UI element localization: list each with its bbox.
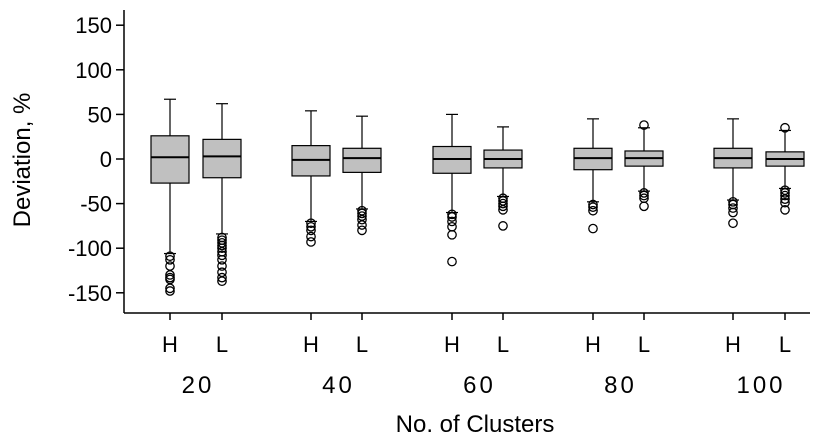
outlier-point (165, 286, 175, 296)
outlier-point (306, 225, 316, 236)
outlier-point (728, 218, 738, 229)
outlier-point (217, 250, 227, 261)
box-20-L (202, 103, 242, 287)
outlier-point (165, 283, 175, 294)
box-100-L (765, 122, 805, 215)
outlier-point (639, 190, 649, 201)
y-tick-label: 100 (75, 58, 112, 83)
group-label: 60 (463, 372, 496, 399)
y-tick-label: 50 (88, 102, 112, 127)
outlier-point (217, 261, 227, 271)
outlier-point (357, 225, 367, 236)
group-label: 80 (604, 372, 637, 399)
subcategory-label: H (585, 332, 601, 357)
outlier-point (498, 204, 508, 215)
outlier-point (447, 216, 457, 227)
box-80-L (624, 120, 664, 212)
box-20-H (150, 98, 190, 296)
outlier-point (165, 254, 175, 265)
iqr-box (202, 138, 242, 179)
y-axis-ticks: -150 -100 -50 0 50 100 150 (68, 13, 124, 306)
outlier-point (498, 201, 508, 212)
outlier-point (588, 205, 598, 216)
outlier-point (357, 220, 367, 230)
outlier-point (217, 254, 227, 265)
outlier-point (165, 270, 175, 280)
subcategory-label: L (356, 332, 368, 357)
subcategory-label: L (638, 332, 650, 357)
outlier-point (639, 201, 649, 212)
y-tick-label: 0 (100, 147, 112, 172)
x-axis-labels: H L H L H L H L H L20 40 60 80 100 (162, 313, 791, 399)
outlier-point (639, 120, 649, 130)
outlier-point (780, 122, 790, 133)
group-label: 100 (736, 372, 785, 399)
outlier-point (780, 190, 790, 201)
outlier-point (780, 194, 790, 204)
outlier-point (447, 221, 457, 232)
outlier-point (588, 199, 598, 210)
outlier-point (306, 221, 316, 232)
y-tick-label: -150 (68, 281, 112, 306)
subcategory-label: L (497, 332, 509, 357)
x-axis-title: No. of Clusters (396, 411, 555, 438)
outlier-point (165, 261, 175, 271)
outlier-point (780, 204, 790, 215)
box-80-H (573, 118, 613, 234)
subcategory-label: L (216, 332, 228, 357)
subcategory-label: H (725, 332, 741, 357)
outlier-point (588, 223, 598, 234)
outlier-point (217, 243, 227, 254)
outlier-point (447, 256, 457, 267)
outlier-point (357, 214, 367, 225)
subcategory-label: H (303, 332, 319, 357)
outlier-point (306, 218, 316, 229)
outlier-point (306, 231, 316, 242)
box-40-H (291, 110, 331, 247)
outlier-point (447, 229, 457, 240)
outlier-point (165, 251, 175, 262)
outlier-point (498, 198, 508, 209)
subcategory-label: H (162, 332, 178, 357)
outlier-point (780, 188, 790, 198)
outlier-point (217, 272, 227, 283)
outlier-point (306, 237, 316, 247)
outlier-point (780, 197, 790, 208)
outlier-point (728, 203, 738, 213)
outlier-point (217, 240, 227, 251)
outlier-point (588, 202, 598, 213)
outlier-point (447, 212, 457, 222)
outlier-point (498, 221, 508, 231)
box-60-H (432, 113, 472, 267)
group-label: 40 (322, 372, 355, 399)
iqr-box (342, 147, 382, 173)
outlier-point (639, 188, 649, 198)
outlier-point (447, 209, 457, 220)
iqr-box (150, 135, 190, 184)
outlier-point (728, 207, 738, 218)
subcategory-label: H (444, 332, 460, 357)
box-100-H (713, 118, 753, 229)
box-60-L (483, 126, 523, 231)
group-label: 20 (182, 372, 215, 399)
box-series (150, 98, 805, 296)
outlier-point (728, 196, 738, 207)
y-tick-label: -100 (68, 236, 112, 261)
y-tick-label: -50 (80, 192, 112, 217)
outlier-point (357, 208, 367, 219)
subcategory-label: L (779, 332, 791, 357)
y-axis-title: Deviation, % (9, 93, 36, 228)
y-tick-label: 150 (75, 13, 112, 38)
outlier-point (217, 276, 227, 287)
box-40-L (342, 115, 382, 236)
